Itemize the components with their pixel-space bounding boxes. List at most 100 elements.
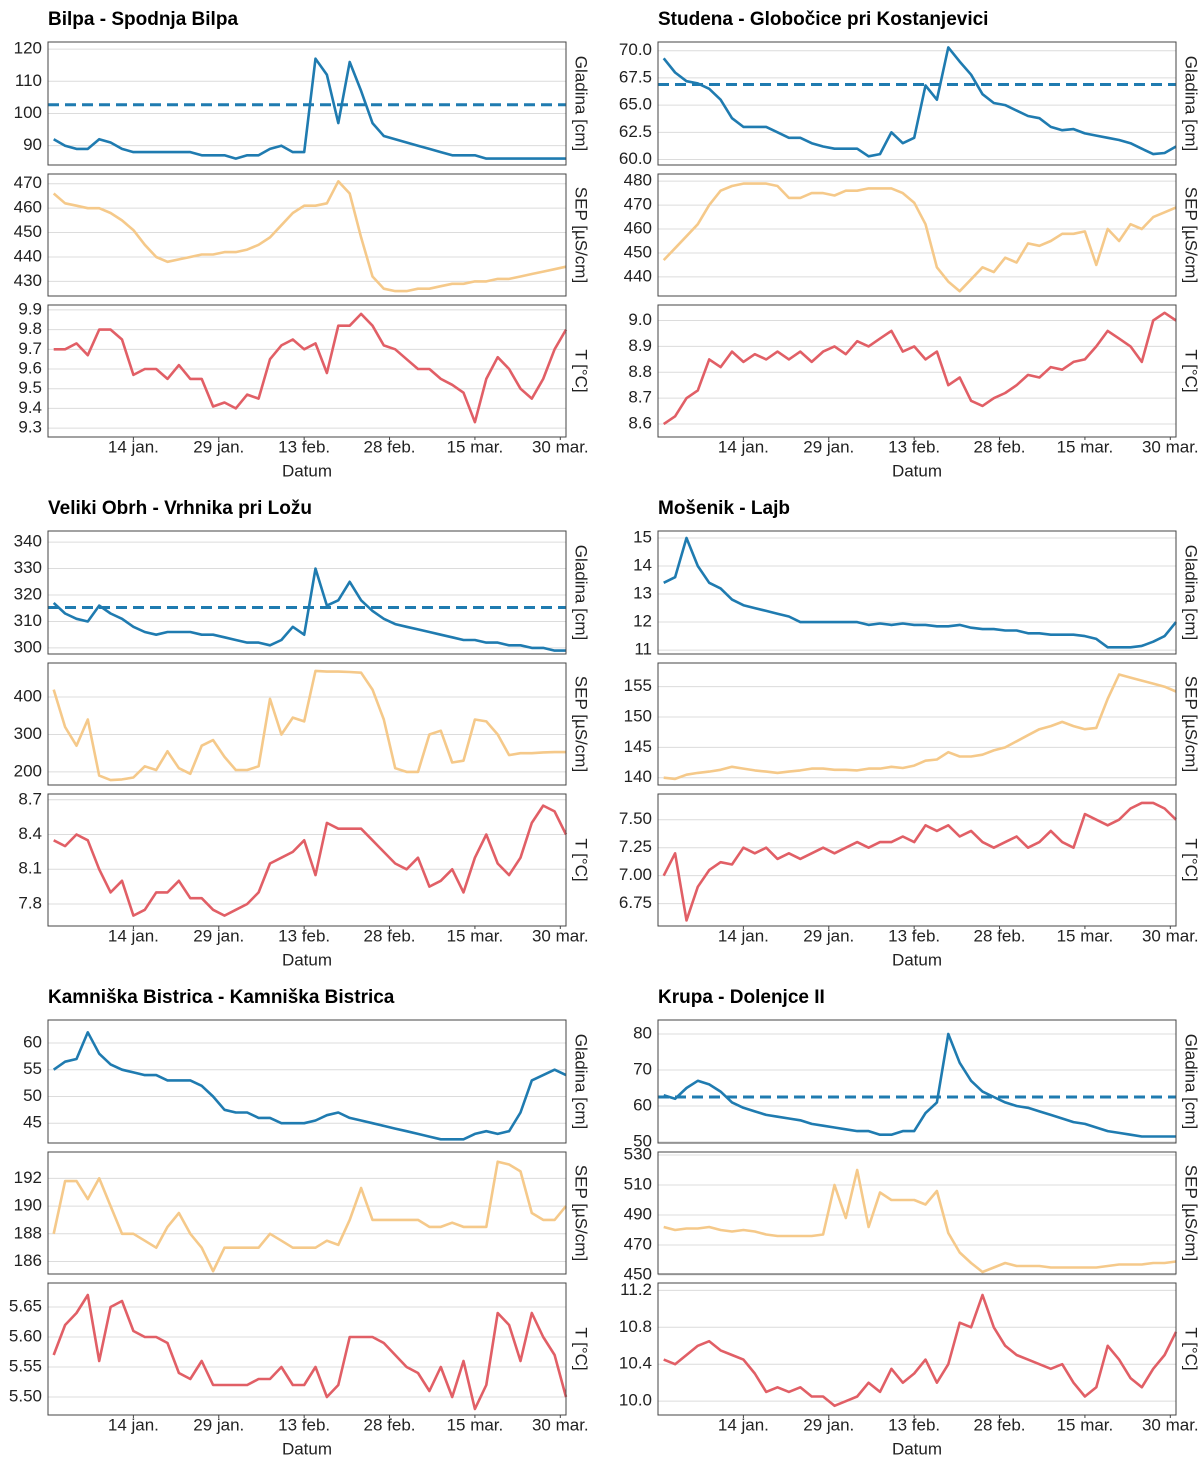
- x-tick-label: 14 jan.: [718, 1415, 769, 1434]
- y-tick-label: 200: [14, 761, 42, 780]
- y-tick-label: 9.4: [18, 398, 42, 417]
- y-tick-label: 7.50: [619, 809, 652, 828]
- y-tick-label: 9.6: [18, 359, 42, 378]
- y-tick-label: 55: [23, 1059, 42, 1078]
- y-axis-label: Gladina [cm]: [1182, 1034, 1201, 1129]
- panel-border: [657, 41, 1177, 166]
- x-tick-label: 30 mar.: [532, 926, 589, 945]
- y-tick-label: 7.00: [619, 865, 652, 884]
- x-tick-label: 28 feb.: [364, 437, 416, 456]
- panel-background: [48, 1020, 566, 1143]
- y-tick-label: 190: [14, 1196, 42, 1215]
- x-tick-label: 29 jan.: [803, 1415, 854, 1434]
- data-line: [663, 1032, 1176, 1138]
- x-axis-label: Datum: [282, 1439, 332, 1458]
- y-axis-label: SEP [µS/cm]: [1182, 1165, 1201, 1261]
- y-tick-label: 120: [14, 39, 42, 58]
- y-tick-label: 7.25: [619, 837, 652, 856]
- y-tick-label: 440: [14, 246, 42, 265]
- y-tick-label: 8.4: [18, 824, 42, 843]
- panel-background: [658, 1283, 1176, 1415]
- y-tick-label: 188: [14, 1223, 42, 1242]
- y-tick-label: 90: [23, 135, 42, 154]
- y-axis-label: T [°C]: [572, 1327, 591, 1370]
- y-axis-label: T [°C]: [1182, 1327, 1201, 1370]
- y-tick-label: 510: [624, 1174, 652, 1193]
- y-axis-label: Gladina [cm]: [1182, 545, 1201, 640]
- y-tick-label: 9.0: [628, 310, 652, 329]
- panel-border: [657, 530, 1177, 655]
- x-tick-label: 15 mar.: [447, 437, 504, 456]
- y-tick-label: 14: [633, 556, 652, 575]
- y-tick-label: 450: [624, 242, 652, 261]
- chart-title: Veliki Obrh - Vrhnika pri Ložu: [48, 498, 312, 519]
- y-tick-label: 12: [633, 612, 652, 631]
- y-tick-label: 150: [624, 707, 652, 726]
- x-axis-label: Datum: [892, 1439, 942, 1458]
- y-tick-label: 15: [633, 527, 652, 546]
- panel-background: [658, 531, 1176, 654]
- panel-border: [47, 530, 567, 655]
- y-tick-label: 65.0: [619, 95, 652, 114]
- y-tick-label: 8.6: [628, 414, 652, 433]
- y-tick-label: 5.55: [9, 1356, 42, 1375]
- panel-background: [48, 1283, 566, 1415]
- y-tick-label: 450: [624, 1265, 652, 1284]
- y-tick-label: 8.1: [18, 859, 42, 878]
- y-tick-label: 80: [633, 1024, 652, 1043]
- y-tick-label: 340: [14, 532, 42, 551]
- x-tick-label: 13 feb.: [278, 926, 330, 945]
- x-tick-label: 29 jan.: [193, 926, 244, 945]
- y-tick-label: 470: [14, 173, 42, 192]
- x-tick-label: 15 mar.: [1057, 1415, 1114, 1434]
- x-tick-label: 29 jan.: [193, 437, 244, 456]
- data-line: [662, 46, 1177, 158]
- y-tick-label: 460: [624, 219, 652, 238]
- panel-border: [657, 173, 1177, 297]
- data-line: [662, 801, 1177, 922]
- data-line: [52, 1031, 567, 1141]
- y-tick-label: 5.60: [9, 1326, 42, 1345]
- x-tick-label: 14 jan.: [718, 926, 769, 945]
- x-tick-label: 15 mar.: [1057, 437, 1114, 456]
- y-tick-label: 8.9: [628, 336, 652, 355]
- data-line: [52, 1293, 568, 1411]
- x-tick-label: 13 feb.: [888, 926, 940, 945]
- x-axis-label: Datum: [282, 461, 332, 480]
- y-tick-label: 470: [624, 1235, 652, 1254]
- data-line: [663, 673, 1177, 781]
- y-tick-label: 140: [624, 767, 652, 786]
- y-tick-label: 9.9: [18, 299, 42, 318]
- y-axis-label: T [°C]: [572, 349, 591, 392]
- panel-border: [657, 1019, 1177, 1144]
- x-tick-label: 14 jan.: [718, 437, 769, 456]
- x-tick-label: 13 feb.: [888, 1415, 940, 1434]
- y-tick-label: 8.7: [18, 789, 42, 808]
- y-axis-label: Gladina [cm]: [1182, 56, 1201, 151]
- panel-border: [47, 1019, 567, 1144]
- y-axis-label: Gladina [cm]: [572, 1034, 591, 1129]
- chart-title: Krupa - Dolenjce II: [658, 987, 825, 1008]
- data-line: [663, 1293, 1178, 1408]
- y-tick-label: 320: [14, 584, 42, 603]
- y-tick-label: 145: [624, 737, 652, 756]
- y-tick-label: 9.5: [18, 378, 42, 397]
- y-tick-label: 9.7: [18, 339, 42, 358]
- y-tick-label: 13: [633, 584, 652, 603]
- x-tick-label: 30 mar.: [532, 1415, 589, 1434]
- y-tick-label: 8.8: [628, 362, 652, 381]
- y-tick-label: 11.2: [620, 1280, 652, 1299]
- panel-border: [657, 1282, 1177, 1416]
- panel-background: [658, 174, 1176, 296]
- x-tick-label: 13 feb.: [888, 437, 940, 456]
- y-tick-label: 67.5: [619, 67, 652, 86]
- x-tick-label: 30 mar.: [1142, 926, 1199, 945]
- data-line: [52, 567, 566, 652]
- panel-border: [47, 1151, 567, 1275]
- y-tick-label: 460: [14, 198, 42, 217]
- y-tick-label: 440: [624, 266, 652, 285]
- y-axis-label: SEP [µS/cm]: [1182, 676, 1201, 772]
- y-tick-label: 50: [23, 1086, 42, 1105]
